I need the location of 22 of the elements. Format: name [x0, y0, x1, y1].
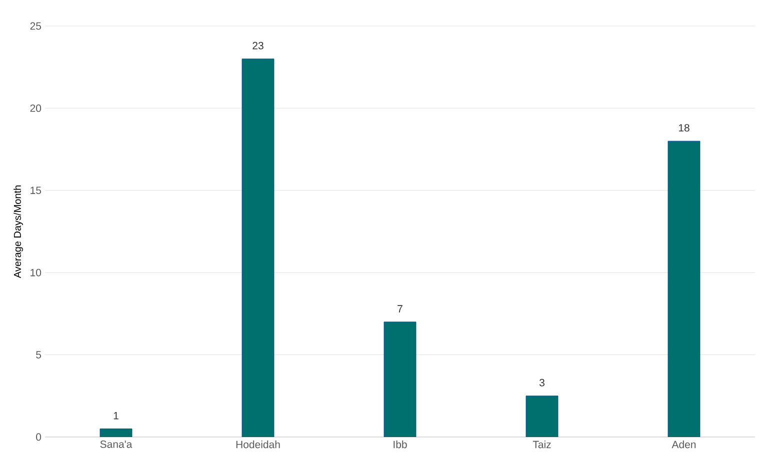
data-label: 1 — [114, 412, 118, 420]
y-axis-title: Average Days/Month — [14, 186, 23, 278]
y-tick-label: 10 — [30, 268, 42, 276]
y-tick-label: 25 — [30, 22, 42, 30]
data-label: 18 — [678, 124, 690, 132]
y-tick-label: 20 — [30, 104, 42, 112]
y-tick-label: 15 — [30, 186, 42, 194]
data-label: 3 — [539, 378, 544, 386]
bar — [100, 428, 132, 437]
bar — [384, 322, 416, 437]
x-tick-label: Taiz — [532, 440, 551, 448]
y-tick-label: 0 — [36, 433, 42, 441]
data-label: 7 — [398, 305, 402, 312]
x-tick-label: Ibb — [394, 440, 407, 448]
y-tick-label: 5 — [36, 351, 42, 358]
bar — [242, 58, 274, 437]
x-tick-label: Aden — [672, 440, 696, 448]
data-label: 23 — [252, 42, 264, 50]
bar — [526, 396, 558, 437]
bar — [668, 140, 700, 437]
x-tick-label: Sana'a — [100, 440, 132, 448]
x-tick-label: Hodeidah — [236, 440, 280, 448]
